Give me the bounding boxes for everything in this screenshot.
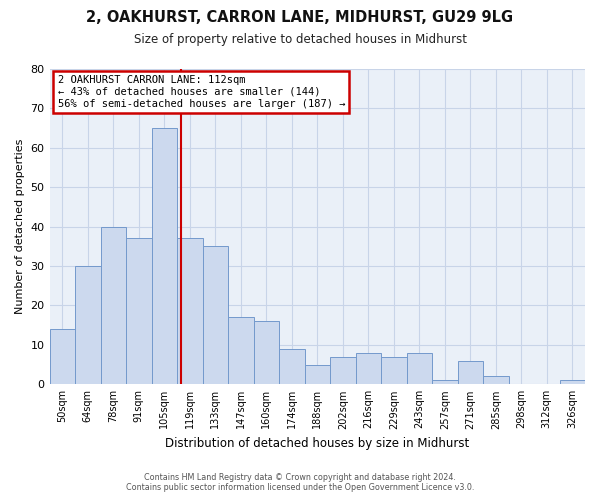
Bar: [330, 356, 356, 384]
Bar: [560, 380, 585, 384]
Bar: [177, 238, 203, 384]
Text: 2, OAKHURST, CARRON LANE, MIDHURST, GU29 9LG: 2, OAKHURST, CARRON LANE, MIDHURST, GU29…: [86, 10, 514, 25]
Bar: [381, 356, 407, 384]
Bar: [203, 246, 228, 384]
Bar: [126, 238, 152, 384]
Bar: [458, 360, 483, 384]
X-axis label: Distribution of detached houses by size in Midhurst: Distribution of detached houses by size …: [165, 437, 469, 450]
Bar: [356, 353, 381, 384]
Bar: [254, 321, 279, 384]
Y-axis label: Number of detached properties: Number of detached properties: [15, 139, 25, 314]
Bar: [305, 364, 330, 384]
Bar: [50, 329, 75, 384]
Bar: [228, 318, 254, 384]
Text: Contains HM Land Registry data © Crown copyright and database right 2024.
Contai: Contains HM Land Registry data © Crown c…: [126, 473, 474, 492]
Bar: [483, 376, 509, 384]
Bar: [75, 266, 101, 384]
Text: 2 OAKHURST CARRON LANE: 112sqm
← 43% of detached houses are smaller (144)
56% of: 2 OAKHURST CARRON LANE: 112sqm ← 43% of …: [58, 76, 345, 108]
Text: Size of property relative to detached houses in Midhurst: Size of property relative to detached ho…: [133, 32, 467, 46]
Bar: [152, 128, 177, 384]
Bar: [407, 353, 432, 384]
Bar: [101, 226, 126, 384]
Bar: [432, 380, 458, 384]
Bar: [279, 349, 305, 384]
